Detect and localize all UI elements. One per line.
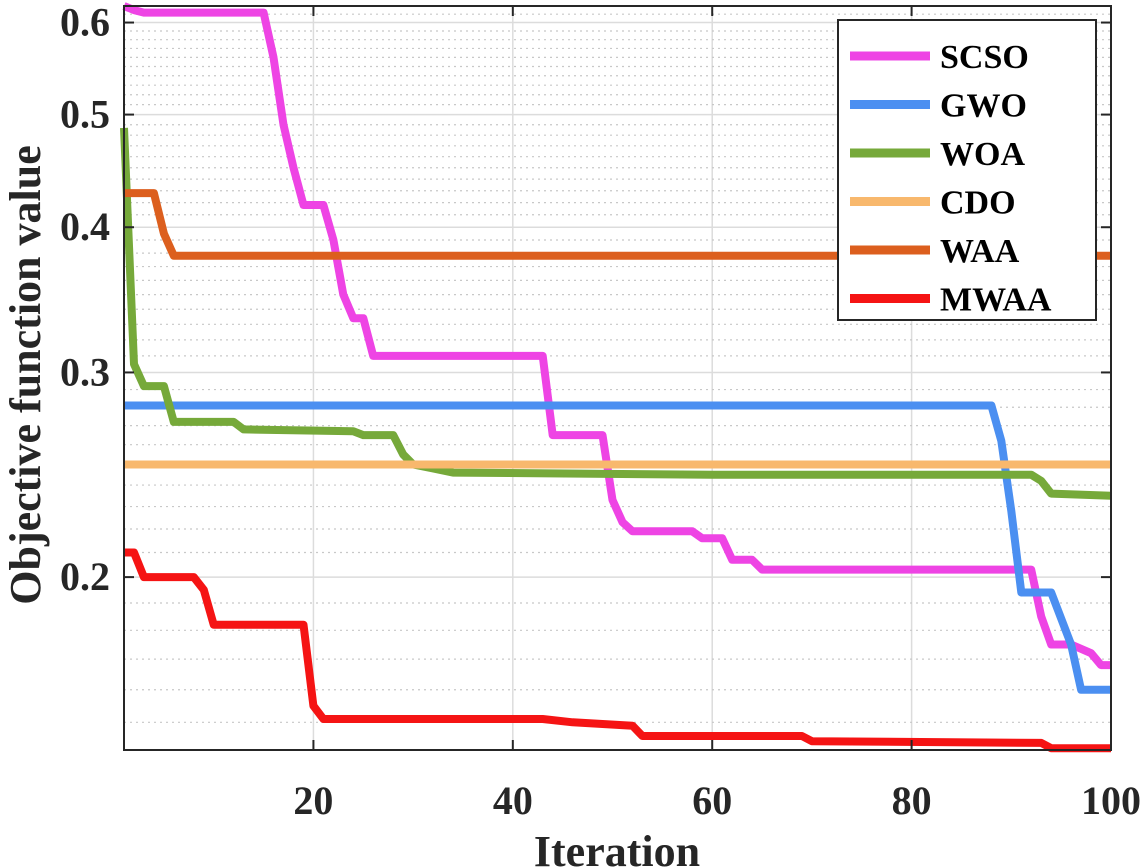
legend-label-cdo: CDO xyxy=(940,185,1016,222)
series-layer xyxy=(120,2,1112,753)
y-tick-label: 0.6 xyxy=(60,0,110,45)
legend-label-gwo: GWO xyxy=(940,88,1027,125)
x-axis-label: Iteration xyxy=(534,827,700,868)
legend-label-scso: SCSO xyxy=(940,39,1029,76)
legend-label-woa: WOA xyxy=(940,136,1025,173)
legend-box xyxy=(837,19,1097,321)
y-tick-label: 0.3 xyxy=(60,349,110,394)
legend-label-waa: WAA xyxy=(940,233,1020,270)
series-line-woa xyxy=(120,127,1112,500)
series-line-gwo xyxy=(124,401,1111,694)
legend-label-mwaa: MWAA xyxy=(940,282,1052,319)
legend: SCSO GWO WOA CDO WAA MWAA xyxy=(837,19,1097,321)
x-tick-label: 40 xyxy=(493,778,533,823)
y-tick-label: 0.4 xyxy=(60,204,110,249)
x-tick-label: 100 xyxy=(1081,778,1141,823)
x-tick-label: 80 xyxy=(892,778,932,823)
y-tick-label: 0.5 xyxy=(60,92,110,137)
series-line-scso xyxy=(122,2,1111,670)
series-line-mwaa xyxy=(124,548,1111,753)
y-axis-label: Objective function value xyxy=(1,145,50,605)
x-tick-label: 60 xyxy=(692,778,732,823)
tick-layer: 20 40 60 80 100 0.2 0.3 0.4 0.5 0.6 xyxy=(60,0,1141,823)
x-tick-label: 20 xyxy=(293,778,333,823)
plot-frame xyxy=(123,5,1112,751)
series-line-waa xyxy=(124,189,1111,260)
y-tick-label: 0.2 xyxy=(60,554,110,599)
